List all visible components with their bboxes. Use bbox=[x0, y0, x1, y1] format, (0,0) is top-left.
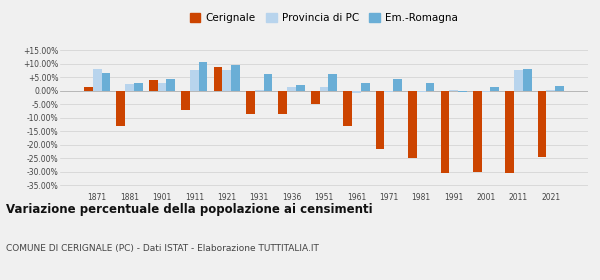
Bar bbox=[547, 90, 555, 91]
Bar bbox=[231, 65, 240, 91]
Bar bbox=[116, 91, 125, 126]
Text: Variazione percentuale della popolazione ai censimenti: Variazione percentuale della popolazione… bbox=[6, 203, 373, 216]
Bar bbox=[458, 91, 467, 92]
Bar bbox=[482, 91, 490, 92]
Bar bbox=[287, 87, 296, 91]
Bar bbox=[328, 74, 337, 91]
Bar bbox=[278, 91, 287, 114]
Bar bbox=[296, 85, 305, 91]
Bar bbox=[555, 86, 564, 91]
Bar bbox=[361, 83, 370, 91]
Bar bbox=[181, 91, 190, 109]
Bar bbox=[223, 70, 231, 91]
Bar bbox=[199, 62, 208, 91]
Text: COMUNE DI CERIGNALE (PC) - Dati ISTAT - Elaborazione TUTTITALIA.IT: COMUNE DI CERIGNALE (PC) - Dati ISTAT - … bbox=[6, 244, 319, 253]
Bar bbox=[473, 91, 482, 172]
Bar bbox=[320, 87, 328, 91]
Bar bbox=[190, 70, 199, 91]
Bar bbox=[166, 78, 175, 91]
Bar bbox=[149, 80, 158, 91]
Bar bbox=[246, 91, 255, 114]
Bar bbox=[408, 91, 417, 158]
Bar bbox=[214, 67, 223, 91]
Bar bbox=[311, 91, 320, 104]
Bar bbox=[385, 91, 393, 92]
Bar bbox=[343, 91, 352, 126]
Bar bbox=[376, 91, 385, 149]
Bar bbox=[93, 69, 101, 91]
Bar bbox=[101, 73, 110, 91]
Bar bbox=[514, 70, 523, 91]
Bar bbox=[352, 91, 361, 93]
Bar bbox=[158, 83, 166, 91]
Bar bbox=[425, 83, 434, 91]
Bar bbox=[490, 87, 499, 91]
Bar bbox=[263, 74, 272, 91]
Bar bbox=[84, 87, 93, 91]
Bar bbox=[125, 84, 134, 91]
Bar bbox=[538, 91, 547, 157]
Bar bbox=[449, 90, 458, 91]
Legend: Cerignale, Provincia di PC, Em.-Romagna: Cerignale, Provincia di PC, Em.-Romagna bbox=[186, 9, 462, 27]
Bar bbox=[134, 83, 143, 91]
Bar bbox=[505, 91, 514, 173]
Bar bbox=[440, 91, 449, 173]
Bar bbox=[417, 91, 425, 92]
Bar bbox=[523, 69, 532, 91]
Bar bbox=[255, 90, 263, 91]
Bar bbox=[393, 78, 402, 91]
